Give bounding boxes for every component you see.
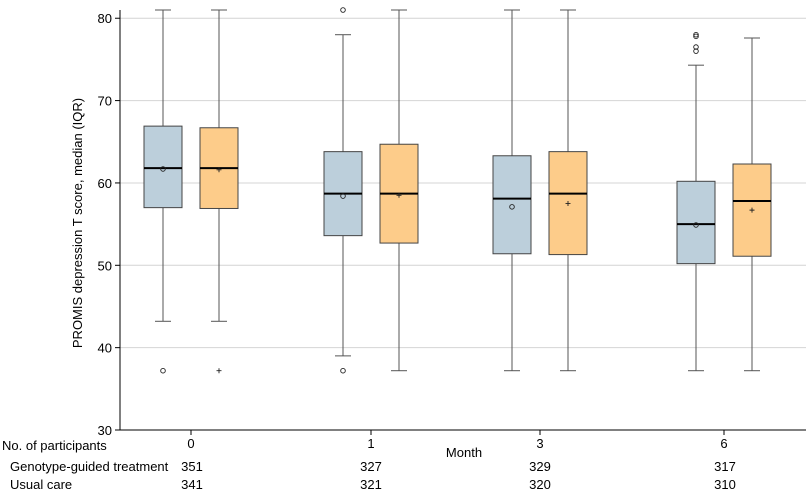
mean-marker [693, 222, 699, 228]
mean-marker [216, 167, 222, 173]
mean-marker [396, 192, 402, 198]
mean-marker [565, 201, 571, 207]
box-usual-3 [548, 9, 588, 372]
mean-marker [749, 207, 755, 213]
y-axis-ticks: 30 40 50 60 70 80 [98, 11, 120, 438]
outlier-point [693, 44, 699, 50]
participants-heading-row: No. of participants [0, 438, 810, 455]
outlier-point [693, 48, 699, 54]
participants-count: 320 [529, 477, 551, 492]
box-genotype-0 [143, 9, 183, 374]
x-tick-label: 0 [187, 436, 194, 451]
outlier-point [160, 367, 166, 374]
mean-marker [340, 193, 346, 199]
y-tick-label: 80 [98, 11, 112, 26]
y-tick-label: 50 [98, 258, 112, 273]
participants-row-label: Usual care [10, 477, 73, 492]
outlier-point [340, 7, 346, 13]
x-tick-label: 6 [720, 436, 727, 451]
boxes [143, 7, 772, 374]
participants-row-genotype: Genotype-guided treatment 351 327 329 31… [0, 459, 810, 476]
iqr-box [548, 151, 588, 256]
mean-marker [160, 166, 166, 172]
participants-row-usual: Usual care 341 321 320 310 [0, 477, 810, 494]
outlier-point [693, 31, 699, 38]
x-axis-title: Month [446, 445, 482, 460]
box-genotype-6 [676, 31, 716, 372]
y-tick-label: 60 [98, 176, 112, 191]
participants-count: 317 [714, 459, 736, 474]
participants-count: 327 [360, 459, 382, 474]
participants-count: 310 [714, 477, 736, 492]
participants-count: 321 [360, 477, 382, 492]
participants-heading: No. of participants [2, 438, 107, 453]
x-axis-ticks: 0 1 3 6 [187, 430, 728, 451]
x-tick-label: 3 [536, 436, 543, 451]
participants-count: 341 [181, 477, 203, 492]
x-tick-label: 1 [367, 436, 374, 451]
participants-count: 351 [181, 459, 203, 474]
box-usual-1 [379, 9, 419, 372]
box-genotype-3 [492, 9, 532, 372]
box-usual-0 [199, 9, 239, 374]
outlier-point [693, 33, 699, 40]
y-tick-label: 40 [98, 341, 112, 356]
outlier-point [216, 368, 222, 374]
participants-count: 329 [529, 459, 551, 474]
outlier-point [340, 367, 346, 374]
y-tick-label: 30 [98, 423, 112, 438]
box-usual-6 [732, 37, 772, 372]
y-tick-label: 70 [98, 94, 112, 109]
y-axis-title: PROMIS depression T score, median (IQR) [70, 98, 85, 348]
box-genotype-1 [323, 7, 363, 374]
mean-marker [509, 204, 515, 210]
participants-table: No. of participants Genotype-guided trea… [0, 438, 810, 500]
participants-row-label: Genotype-guided treatment [10, 459, 169, 474]
